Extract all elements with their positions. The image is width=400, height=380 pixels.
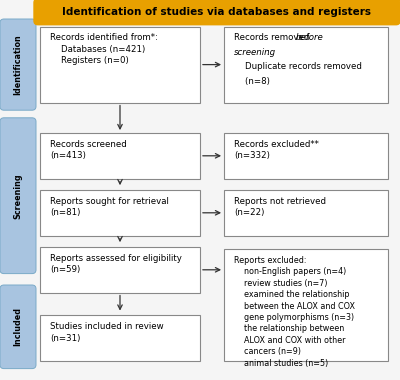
Text: before: before <box>296 33 324 43</box>
FancyBboxPatch shape <box>40 27 200 103</box>
FancyBboxPatch shape <box>224 249 388 361</box>
FancyBboxPatch shape <box>0 19 36 110</box>
Text: Records screened
(n=413): Records screened (n=413) <box>50 140 127 160</box>
FancyBboxPatch shape <box>40 190 200 236</box>
Text: Reports excluded:
    non-English papers (n=4)
    review studies (n=7)
    exam: Reports excluded: non-English papers (n=… <box>234 256 355 368</box>
Text: Identification of studies via databases and registers: Identification of studies via databases … <box>62 7 372 17</box>
Text: Reports assessed for eligibility
(n=59): Reports assessed for eligibility (n=59) <box>50 254 182 274</box>
Text: Records removed: Records removed <box>234 33 312 43</box>
FancyBboxPatch shape <box>224 27 388 103</box>
FancyBboxPatch shape <box>34 0 400 25</box>
Text: :: : <box>267 48 270 57</box>
FancyBboxPatch shape <box>40 315 200 361</box>
Text: Included: Included <box>14 307 22 346</box>
FancyBboxPatch shape <box>0 285 36 369</box>
Text: Records excluded**
(n=332): Records excluded** (n=332) <box>234 140 319 160</box>
Text: Studies included in review
(n=31): Studies included in review (n=31) <box>50 322 164 343</box>
Text: (n=8): (n=8) <box>234 77 270 86</box>
FancyBboxPatch shape <box>40 247 200 293</box>
Text: Duplicate records removed: Duplicate records removed <box>234 62 362 71</box>
Text: Screening: Screening <box>14 173 22 218</box>
FancyBboxPatch shape <box>0 118 36 274</box>
Text: Records identified from*:
    Databases (n=421)
    Registers (n=0): Records identified from*: Databases (n=4… <box>50 33 158 65</box>
FancyBboxPatch shape <box>224 190 388 236</box>
Text: Reports sought for retrieval
(n=81): Reports sought for retrieval (n=81) <box>50 197 169 217</box>
Text: Identification: Identification <box>14 34 22 95</box>
Text: Reports not retrieved
(n=22): Reports not retrieved (n=22) <box>234 197 326 217</box>
FancyBboxPatch shape <box>224 133 388 179</box>
FancyBboxPatch shape <box>40 133 200 179</box>
Text: screening: screening <box>234 48 276 57</box>
